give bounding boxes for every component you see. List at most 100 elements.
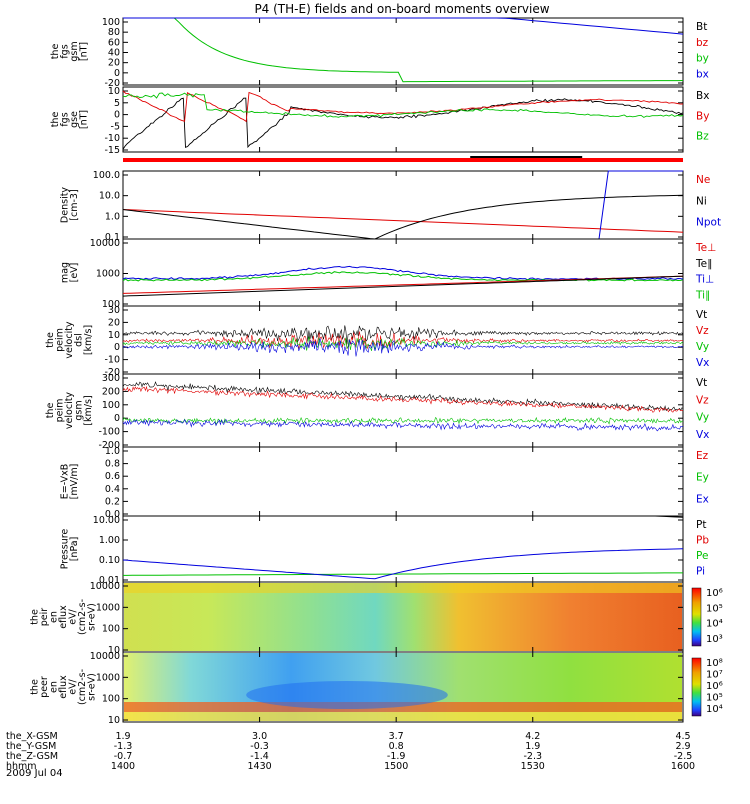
y-tick-label: 1.0 [105,446,120,457]
y-tick-label: -15 [104,145,120,156]
x-axis-tick-label: 3.0 [252,731,267,742]
y-axis-label-line: eflux [58,675,69,699]
y-tick-label: 1.00 [99,535,120,546]
legend: Pt Pb Pe Pi [696,519,709,578]
legend-entry: Bz [696,131,709,143]
series-Vt [122,325,684,345]
legend-entry: Ni [696,195,707,207]
y-axis-label-line: [km/s] [83,325,94,355]
y-tick-label: 0.1 [105,232,120,243]
panel-frame [122,446,684,517]
legend-entry: Vy [696,341,709,353]
y-tick-label: 80 [108,27,120,38]
series-Bt [123,17,684,35]
y-tick-label: 1000 [96,602,120,613]
x-axis-row-label: hhmm [6,761,37,772]
x-axis-tick-label: 1.9 [115,731,130,742]
colorbar-tick-label: 10⁷ [706,670,723,681]
y-axis-label-line: the [45,332,56,348]
y-tick-label: 100 [102,694,120,705]
y-tick-label: 10 [108,86,120,97]
y-axis-label-line: velocity [64,321,75,359]
x-axis-tick-label: 1600 [671,761,695,772]
y-tick-label: 0.8 [105,459,120,470]
y-axis-label-line: [km/s] [83,395,94,425]
y-tick-label: 100 [102,624,120,635]
y-tick-label: -5 [111,121,120,132]
y-axis-label-line: Pressure [59,529,70,570]
panel-density: 100.0 10.0 1.0 0.1 Density[cm-3] Ne Ni Npot [59,170,721,243]
series-Bx [122,97,684,150]
y-tick-label: 10000 [90,581,120,592]
legend: Bt bz by bx [696,21,709,80]
legend-entry: Pb [696,535,709,547]
legend-entry: bx [696,68,709,80]
y-axis-label-line: [cm-3] [69,189,80,220]
legend-entry: By [696,110,709,122]
panel-ion-spectrogram: 10⁶ 10⁵ 10⁴ 10³ 10000 1000 100 10 thepeireneflux… [30,581,723,656]
legend-entry: Npot [696,217,721,229]
x-axis-row-label: the_Z-GSM [6,751,58,762]
y-axis-label: Pressure[nPa] [59,529,80,570]
legend: Ne Ni Npot [696,174,721,229]
legend-entry: Vx [696,429,709,441]
y-axis-label-line: gse [69,111,80,128]
x-axis-tick-label: 1530 [521,761,545,772]
series-Vx [122,338,684,357]
y-tick-label: 10000 [90,238,120,249]
panel-frame [122,651,684,723]
series-Vy [122,336,684,352]
y-tick-label: 30 [108,305,120,316]
panel-efield: 1.0 0.80.6 0.40.2 0.0 E=-VxB[mV/m] Ez Ey Ex [59,446,709,520]
y-axis-label-line: eV/ [68,678,79,694]
spectrogram-band [124,583,682,593]
y-axis-label: E=-VxB[mV/m] [59,464,80,500]
colorbar-tick-label: 10³ [706,634,723,645]
series-Ti-perp [122,265,684,281]
legend-entry: Ey [696,472,709,484]
legend-entry: Vz [696,394,709,406]
series-Ti-par [122,271,684,282]
y-axis-label-line: the [45,403,56,419]
x-axis-tick-label: 1430 [247,761,271,772]
y-tick-label: 0.10 [99,555,120,566]
y-tick-label: 0 [114,110,120,121]
colorbar [691,587,702,647]
y-axis-label-line: the [50,44,61,60]
legend-entry: Vz [696,325,709,337]
y-axis-label-line: peim [55,328,66,352]
series-Vx [122,419,684,432]
x-axis-tick-label: 1400 [111,761,135,772]
series-Te-par [122,275,684,297]
x-axis-tick-label: 4.2 [525,731,540,742]
colorbar-tick-label: 10⁵ [706,693,723,704]
y-axis-label-line: sr-eV) [87,603,98,631]
legend-entry: by [696,53,709,65]
panel-frame [122,373,684,448]
series-Ne [122,209,684,233]
series-by [123,17,684,83]
legend-entry: Vx [696,357,709,369]
series-Pe [122,572,683,576]
y-tick-label: 200 [102,386,120,397]
legend-entry: Vt [696,309,707,321]
x-axis-tick-label: -2.5 [674,751,693,762]
legend: Te⊥ Te∥ Ti⊥ Ti∥ [695,242,716,301]
legend-entry: Ex [696,493,709,505]
mode-bar-mark [470,156,583,158]
y-axis-label-line: the [30,679,41,695]
panel-pressure: 10.00 1.00 0.10 0.01 Pressure[nPa] Pt Pb Pe Pi [59,515,709,586]
colorbar-tick-label: 10⁶ [706,681,723,692]
x-axis-row-label: the_X-GSM [6,731,58,742]
legend-entry: Ti⊥ [695,274,714,286]
colorbar-tick-label: 10⁴ [706,704,723,715]
y-axis-label-line: en [49,681,60,693]
mode-bar [123,158,683,162]
colorbar-tick-label: 10⁸ [706,658,723,669]
y-tick-label: 60 [108,37,120,48]
legend-entry: bz [696,37,709,49]
chart-title: P4 (TH-E) fields and on-board moments ov… [254,2,549,16]
